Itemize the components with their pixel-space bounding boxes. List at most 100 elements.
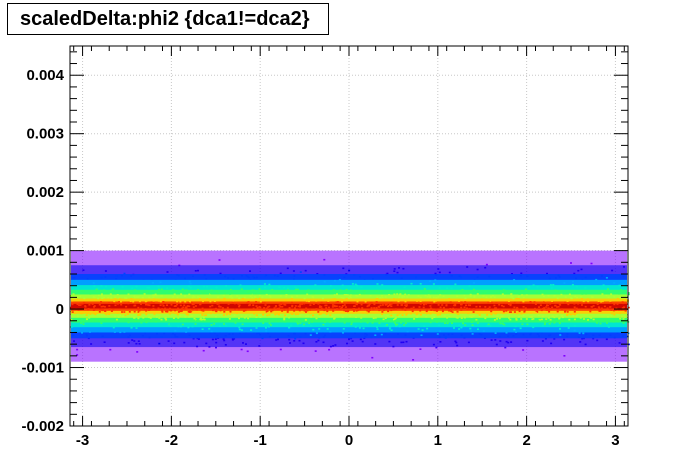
band-speckle bbox=[569, 297, 572, 299]
band-speckle bbox=[229, 296, 232, 298]
band-speckle bbox=[504, 302, 507, 305]
band-speckle bbox=[280, 303, 283, 305]
band-speckle bbox=[541, 293, 544, 296]
band-speckle bbox=[215, 315, 217, 318]
band-speckle bbox=[431, 317, 434, 320]
band-speckle bbox=[508, 311, 511, 313]
band-speckle bbox=[437, 312, 440, 314]
band-speckle bbox=[349, 294, 352, 296]
band-speckle bbox=[577, 302, 580, 305]
band-speckle bbox=[610, 293, 613, 295]
band-speckle bbox=[521, 294, 524, 296]
band-speckle bbox=[459, 299, 462, 301]
band-speckle bbox=[533, 301, 536, 303]
band-speckle bbox=[461, 289, 464, 291]
band-speckle bbox=[200, 291, 203, 293]
band-speckle bbox=[144, 300, 147, 303]
band-speckle bbox=[327, 301, 330, 304]
band-speckle bbox=[112, 288, 115, 290]
band-speckle bbox=[585, 302, 588, 304]
band-speckle bbox=[398, 294, 401, 296]
band-speckle bbox=[556, 310, 559, 313]
band-speckle bbox=[612, 321, 615, 323]
band-speckle bbox=[343, 294, 346, 296]
band-speckle bbox=[229, 319, 232, 322]
band-speckle bbox=[360, 321, 363, 323]
band-speckle bbox=[448, 315, 451, 318]
band-speckle bbox=[398, 325, 401, 328]
band-speckle bbox=[237, 308, 240, 311]
band-speckle bbox=[242, 310, 245, 312]
band-speckle bbox=[238, 328, 241, 331]
band-speckle bbox=[183, 292, 186, 295]
band-speckle bbox=[381, 304, 384, 306]
band-speckle bbox=[381, 295, 383, 297]
band-speckle bbox=[469, 295, 472, 297]
band-speckle bbox=[413, 318, 416, 320]
band-speckle bbox=[478, 315, 481, 318]
band-speckle bbox=[436, 333, 439, 335]
band-speckle bbox=[429, 305, 432, 307]
band-speckle bbox=[159, 300, 162, 303]
band-speckle bbox=[86, 308, 89, 311]
band-speckle bbox=[250, 329, 253, 331]
band-speckle bbox=[478, 314, 481, 316]
band-speckle bbox=[376, 328, 379, 330]
band-speckle bbox=[476, 322, 479, 324]
band-speckle bbox=[300, 299, 303, 301]
band-speckle bbox=[255, 327, 258, 329]
band-speckle bbox=[609, 300, 612, 303]
band-speckle bbox=[622, 302, 625, 305]
band-speckle bbox=[609, 308, 611, 310]
band-speckle bbox=[510, 296, 513, 298]
band-speckle bbox=[71, 303, 74, 306]
band-speckle bbox=[556, 306, 559, 308]
band-speckle bbox=[476, 293, 479, 295]
band-speckle bbox=[542, 295, 545, 298]
band-speckle bbox=[573, 306, 576, 308]
band-speckle bbox=[291, 301, 293, 304]
band-speckle bbox=[610, 320, 613, 322]
band-speckle bbox=[486, 324, 489, 327]
band-speckle bbox=[307, 289, 310, 291]
band-speckle bbox=[261, 301, 264, 304]
band-speckle bbox=[92, 296, 95, 298]
band-speckle bbox=[522, 306, 525, 308]
band-speckle bbox=[201, 307, 204, 310]
band-speckle bbox=[415, 313, 418, 316]
band-speckle bbox=[214, 310, 217, 312]
band-speckle bbox=[623, 315, 626, 317]
band-speckle bbox=[488, 299, 490, 302]
band-speckle bbox=[532, 318, 535, 320]
band-speckle bbox=[179, 302, 182, 304]
band-speckle bbox=[488, 306, 491, 308]
band-speckle bbox=[211, 304, 214, 307]
band-speckle bbox=[161, 308, 164, 310]
band-speckle bbox=[131, 287, 134, 289]
band-speckle bbox=[616, 297, 619, 300]
band-speckle bbox=[422, 306, 425, 309]
band-speckle bbox=[255, 316, 258, 318]
band-speckle bbox=[296, 295, 299, 297]
band-speckle bbox=[485, 296, 488, 299]
y-tick-label: -0.001 bbox=[21, 360, 64, 377]
band-speckle bbox=[291, 304, 294, 307]
band-speckle bbox=[575, 312, 578, 314]
band-speckle bbox=[516, 298, 519, 300]
band-speckle bbox=[572, 299, 575, 302]
band-speckle bbox=[507, 300, 510, 303]
band-speckle bbox=[366, 309, 369, 312]
band-speckle bbox=[288, 326, 290, 329]
band-speckle bbox=[553, 316, 556, 319]
band-speckle bbox=[600, 308, 603, 311]
band-speckle bbox=[564, 301, 566, 304]
band-speckle bbox=[454, 292, 457, 294]
band-speckle bbox=[238, 304, 241, 307]
band-speckle bbox=[358, 327, 361, 329]
band-speckle bbox=[493, 296, 496, 299]
band-speckle bbox=[210, 324, 213, 326]
band-speckle bbox=[304, 319, 307, 321]
band-speckle bbox=[559, 291, 562, 293]
band-speckle bbox=[398, 296, 401, 299]
band-speckle bbox=[331, 315, 334, 318]
